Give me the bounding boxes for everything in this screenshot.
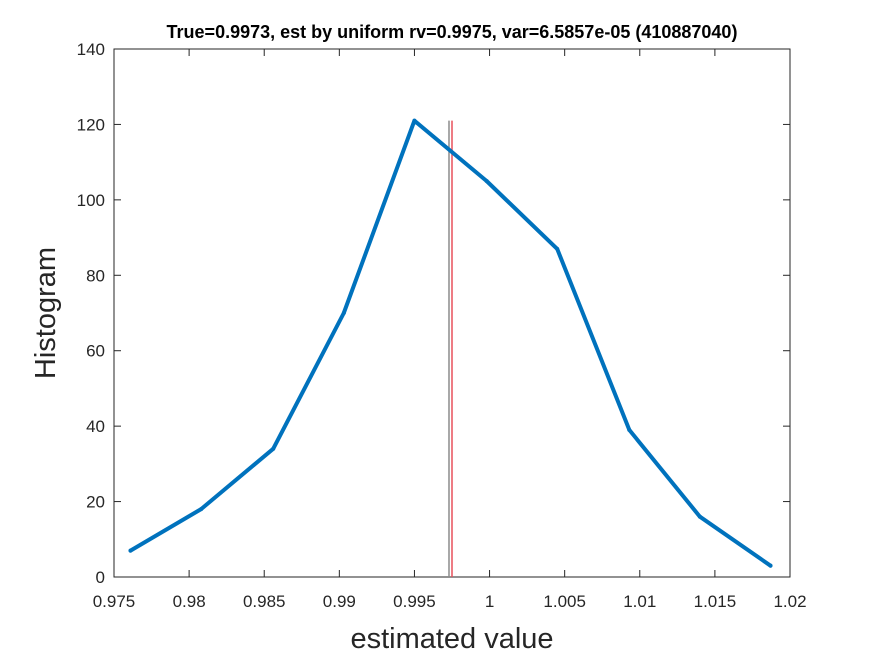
- data-point: [627, 427, 632, 432]
- plot-marks: [128, 118, 773, 577]
- y-tick-label: 60: [86, 342, 105, 361]
- x-tick-label: 0.98: [173, 592, 206, 611]
- x-tick-label: 1.01: [623, 592, 656, 611]
- data-point: [341, 311, 346, 315]
- x-tick-label: 0.985: [243, 592, 286, 611]
- histogram-series-line: [128, 118, 773, 568]
- x-axis: 0.975 0.98 0.985 0.99 0.995 1 1.005 1.01 1.015 1.…: [93, 49, 807, 611]
- data-point: [199, 507, 204, 512]
- x-tick-label: 1.005: [543, 592, 586, 611]
- y-tick-label: 40: [86, 417, 105, 436]
- y-tick-label: 140: [77, 40, 105, 59]
- x-tick-label: 0.995: [393, 592, 436, 611]
- data-point: [271, 446, 276, 451]
- x-axis-label: estimated value: [350, 623, 553, 655]
- x-tick-label: 0.975: [93, 592, 136, 611]
- data-point: [412, 118, 417, 123]
- y-tick-label: 100: [77, 191, 105, 210]
- x-tick-label: 1.02: [773, 592, 806, 611]
- x-tick-label: 1: [485, 592, 494, 611]
- y-tick-label: 80: [86, 266, 105, 285]
- data-point: [768, 563, 773, 568]
- x-tick-label: 0.99: [323, 592, 356, 611]
- data-point: [697, 514, 702, 519]
- chart-title: True=0.9973, est by uniform rv=0.9975, v…: [167, 22, 738, 42]
- data-point: [128, 548, 133, 553]
- data-point: [555, 246, 560, 251]
- y-tick-label: 0: [96, 568, 105, 587]
- x-tick-label: 1.015: [694, 592, 737, 611]
- data-point: [484, 179, 489, 183]
- y-tick-label: 120: [77, 115, 105, 134]
- y-axis-label: Histogram: [30, 247, 62, 379]
- y-tick-label: 20: [86, 493, 105, 512]
- y-axis: 0 20 40 60 80 100 120 140: [77, 40, 790, 587]
